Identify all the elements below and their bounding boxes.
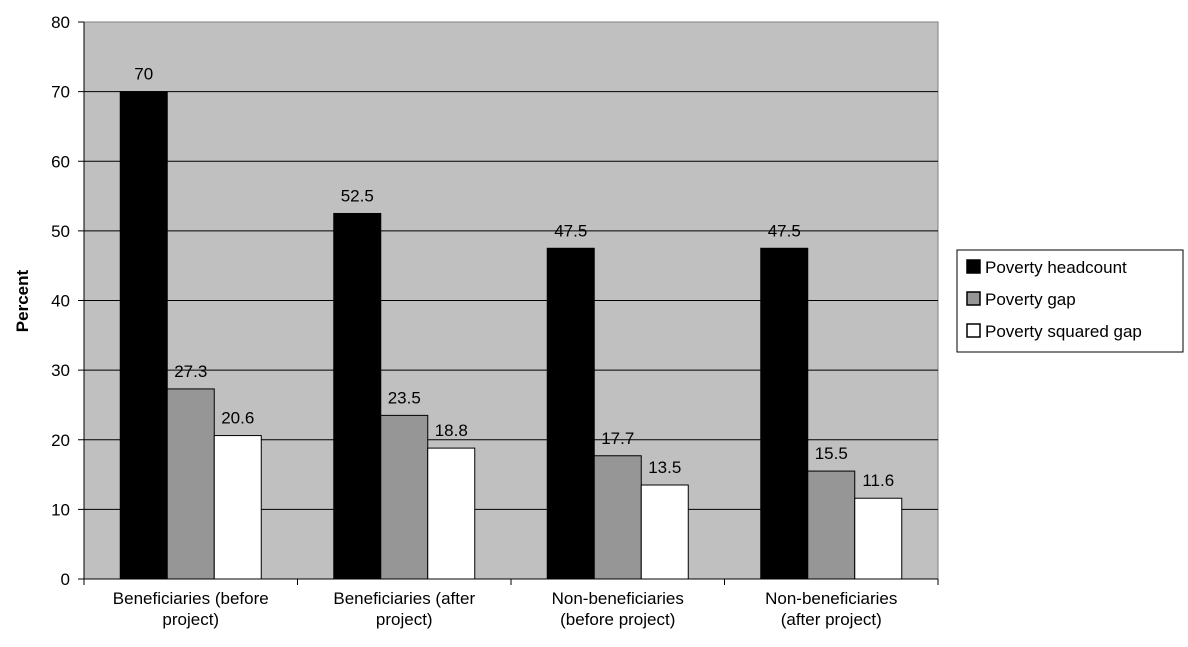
y-tick-label: 50 (51, 222, 70, 241)
data-label: 23.5 (388, 388, 421, 407)
data-label: 70 (134, 65, 153, 84)
y-tick-label: 60 (51, 152, 70, 171)
y-tick-label: 40 (51, 292, 70, 311)
bar-poverty-gap (380, 414, 429, 580)
data-labels: 70 27.3 20.6 52.5 23.5 18.8 47.5 17.7 13.5 47.5 15… (134, 65, 894, 491)
legend-swatch (966, 291, 981, 306)
x-category-label-line: (after project) (781, 610, 882, 629)
bar-poverty-headcount (119, 91, 168, 580)
y-tick-label: 30 (51, 361, 70, 380)
bar-poverty-squared-gap (427, 447, 476, 580)
legend-label: Poverty headcount (985, 258, 1127, 277)
y-axis-title: Percent (13, 269, 32, 332)
bar-poverty-squared-gap (640, 484, 689, 580)
x-category-label: Non-beneficiaries (after project) (765, 589, 897, 629)
legend-swatch (966, 323, 981, 338)
data-label: 52.5 (341, 186, 374, 205)
legend: Poverty headcount Poverty gap Poverty squa… (956, 249, 1184, 353)
x-category-label-line: project) (162, 610, 219, 629)
bar-poverty-squared-gap (854, 497, 903, 580)
y-tick-label: 10 (51, 500, 70, 519)
y-tick-label: 20 (51, 431, 70, 450)
y-tick-label: 70 (51, 83, 70, 102)
bar-poverty-gap (807, 470, 856, 580)
legend-label: Poverty squared gap (985, 322, 1142, 341)
data-label: 18.8 (435, 421, 468, 440)
x-category-label-line: project) (376, 610, 433, 629)
bar-poverty-gap (166, 388, 215, 580)
bars (119, 91, 903, 580)
x-category-label-line: (before project) (560, 610, 675, 629)
data-label: 27.3 (174, 362, 207, 381)
bar-poverty-headcount (546, 247, 595, 580)
legend-swatch (966, 259, 981, 274)
x-category-label: Beneficiaries (before project) (113, 589, 269, 629)
bar-poverty-headcount (333, 212, 382, 580)
data-label: 11.6 (862, 471, 894, 490)
data-label: 47.5 (768, 221, 801, 240)
legend-box (956, 249, 1184, 353)
bar-poverty-gap (593, 455, 642, 580)
data-label: 20.6 (221, 409, 254, 428)
y-tick-label: 0 (61, 570, 70, 589)
legend-label: Poverty gap (985, 290, 1076, 309)
x-category-label-line: Non-beneficiaries (552, 589, 684, 608)
x-category-label: Beneficiaries (after project) (333, 589, 475, 629)
x-category-label: Non-beneficiaries (before project) (552, 589, 684, 629)
data-label: 15.5 (815, 444, 848, 463)
bar-poverty-squared-gap (213, 435, 262, 580)
data-label: 47.5 (554, 221, 587, 240)
data-label: 13.5 (648, 458, 681, 477)
x-category-label-line: Beneficiaries (before (113, 589, 269, 608)
x-category-label-line: Beneficiaries (after (333, 589, 475, 608)
y-axis: 0 10 20 30 40 50 60 70 80 (51, 13, 85, 589)
data-label: 17.7 (601, 429, 634, 448)
x-axis: Beneficiaries (before project)Beneficiari… (83, 578, 939, 629)
x-category-label-line: Non-beneficiaries (765, 589, 897, 608)
bar-poverty-headcount (760, 247, 809, 580)
y-tick-label: 80 (51, 13, 70, 32)
